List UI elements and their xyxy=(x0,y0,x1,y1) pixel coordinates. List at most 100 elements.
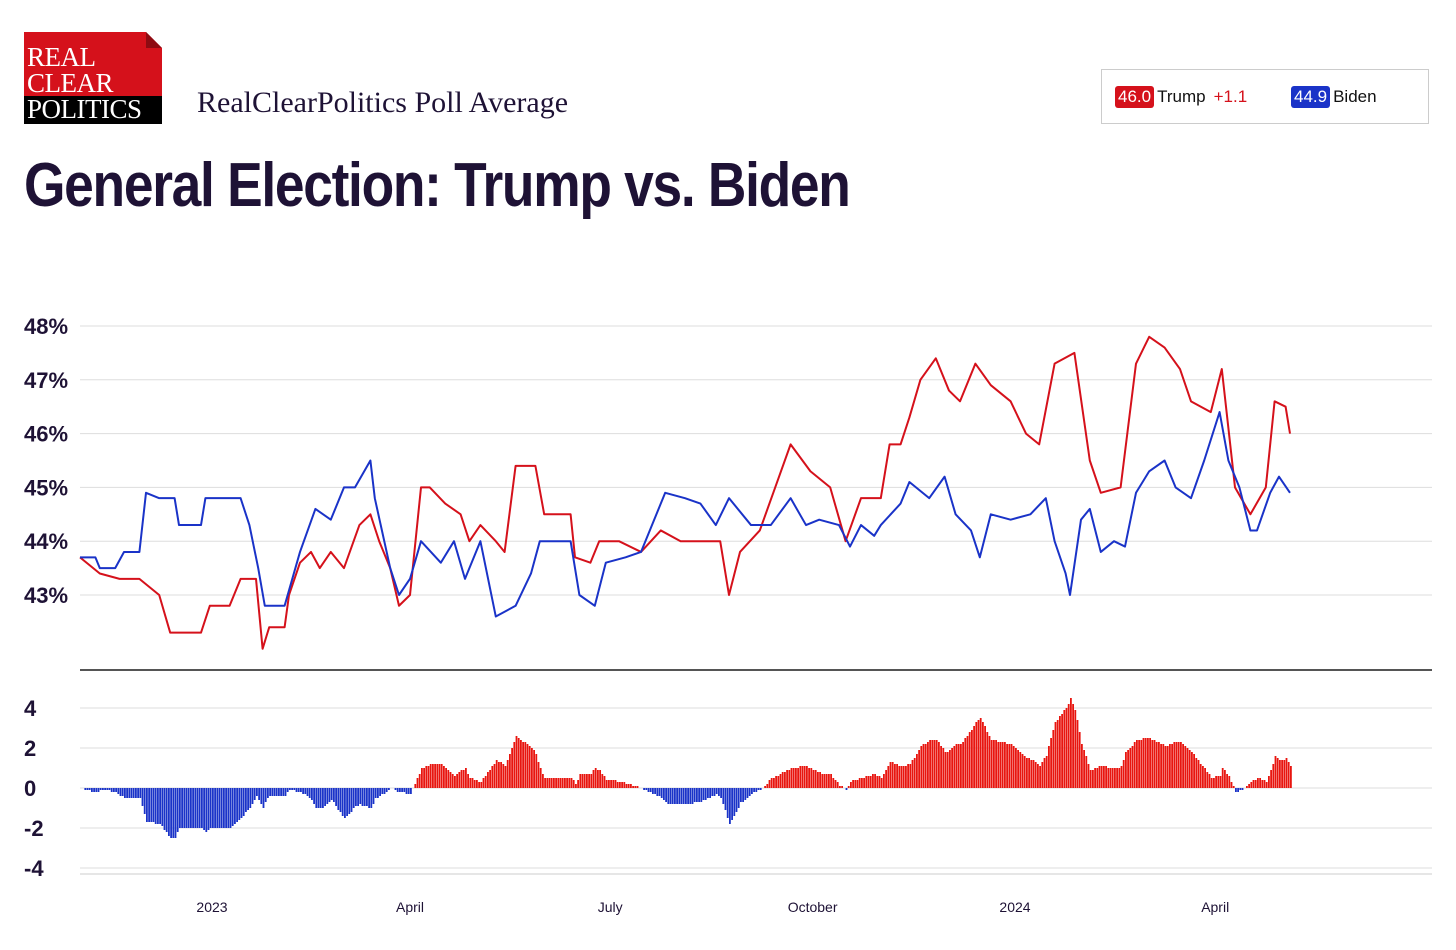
spread-bar xyxy=(300,788,302,792)
spread-bar xyxy=(91,788,93,792)
spread-bar xyxy=(766,784,769,788)
spread-bar xyxy=(1004,742,1006,788)
spread-bar xyxy=(1087,764,1090,788)
spread-bar xyxy=(1281,760,1283,788)
spread-bar xyxy=(614,780,617,788)
spread-bar xyxy=(236,788,238,822)
spread-bar xyxy=(993,740,995,788)
spread-bar xyxy=(165,788,168,832)
spread-bar xyxy=(832,778,835,788)
spread-bar xyxy=(121,788,124,796)
spread-bar xyxy=(1210,778,1213,788)
spread-bar xyxy=(148,788,150,822)
spread-bar xyxy=(473,780,476,788)
spread-bar xyxy=(1001,742,1004,788)
spread-bar xyxy=(1021,754,1024,788)
spread-bar xyxy=(654,788,656,794)
spread-y-tick-label: -2 xyxy=(24,816,44,841)
spread-bar xyxy=(522,742,524,788)
spread-bar xyxy=(225,788,227,828)
spread-bar xyxy=(1180,742,1182,788)
spread-bar xyxy=(940,746,942,788)
spread-bar xyxy=(198,788,201,828)
spread-bar xyxy=(977,720,980,788)
spread-bar xyxy=(561,778,564,788)
spread-bar xyxy=(935,740,938,788)
spread-bar xyxy=(632,786,634,788)
spread-bar xyxy=(1274,756,1277,788)
spread-bar xyxy=(801,766,804,788)
y-tick-label: 47% xyxy=(24,368,68,393)
x-tick-label: July xyxy=(598,899,623,915)
spread-bar xyxy=(918,750,920,788)
spread-bar xyxy=(484,776,487,788)
spread-bar xyxy=(861,778,863,788)
spread-bar xyxy=(187,788,190,828)
spread-bar xyxy=(335,788,337,806)
spread-bar xyxy=(808,768,810,788)
spread-bar xyxy=(260,788,263,804)
spread-bar xyxy=(630,784,632,788)
spread-bar xyxy=(1254,780,1257,788)
spread-bar xyxy=(284,788,287,796)
spread-bar xyxy=(201,788,203,828)
spread-bar xyxy=(887,766,890,788)
spread-bar xyxy=(1191,752,1193,788)
spread-bar xyxy=(205,788,208,832)
spread-bar xyxy=(852,780,854,788)
spread-bar xyxy=(667,788,670,804)
spread-bar xyxy=(841,786,843,788)
spread-bar xyxy=(256,788,258,796)
spread-bar xyxy=(949,750,951,788)
spread-bar xyxy=(885,770,887,788)
spread-bar xyxy=(962,742,964,788)
spread-bar xyxy=(357,788,359,806)
spread-bar xyxy=(1085,756,1088,788)
x-tick-label: 2024 xyxy=(999,899,1030,915)
spread-bar xyxy=(971,730,973,788)
spread-bar xyxy=(938,742,940,788)
spread-bar xyxy=(916,754,918,788)
spread-bar xyxy=(242,788,245,816)
spread-bar xyxy=(612,780,615,788)
spread-bar xyxy=(660,788,663,798)
spread-bar xyxy=(1237,788,1239,792)
spread-bar xyxy=(86,788,89,790)
spread-bar xyxy=(434,764,436,788)
spread-bar xyxy=(790,768,793,788)
spread-bar xyxy=(368,788,370,808)
spread-bar xyxy=(1012,746,1015,788)
spread-bar xyxy=(491,766,494,788)
spread-bar xyxy=(544,778,546,788)
spread-bar xyxy=(1050,738,1052,788)
spread-bar xyxy=(297,788,300,792)
spread-bar xyxy=(245,788,247,812)
spread-bar xyxy=(258,788,260,800)
spread-bar xyxy=(1202,766,1204,788)
spread-bar xyxy=(429,764,432,788)
y-tick-label: 45% xyxy=(24,475,68,500)
spread-bar xyxy=(634,786,637,788)
biden-line xyxy=(80,411,1291,618)
spread-bar xyxy=(1290,766,1292,788)
spread-bar xyxy=(1138,740,1140,788)
spread-bar xyxy=(157,788,159,824)
trump-value-badge: 46.0 xyxy=(1115,86,1155,108)
spread-bar xyxy=(830,774,832,788)
spread-bar xyxy=(616,782,619,788)
spread-bar xyxy=(381,788,384,794)
spread-bar xyxy=(1023,756,1026,788)
spread-bar xyxy=(960,744,962,788)
spread-bar xyxy=(649,788,652,792)
spread-bar xyxy=(93,788,95,792)
spread-bar xyxy=(1048,746,1050,788)
spread-bar xyxy=(322,788,324,808)
spread-bar xyxy=(927,742,929,788)
spread-bar xyxy=(104,788,106,790)
spread-bar xyxy=(229,788,232,828)
spread-bar xyxy=(126,788,128,798)
spread-bar xyxy=(610,780,612,788)
y-tick-label: 43% xyxy=(24,583,68,608)
spread-bar xyxy=(456,774,458,788)
spread-bar xyxy=(834,780,837,788)
